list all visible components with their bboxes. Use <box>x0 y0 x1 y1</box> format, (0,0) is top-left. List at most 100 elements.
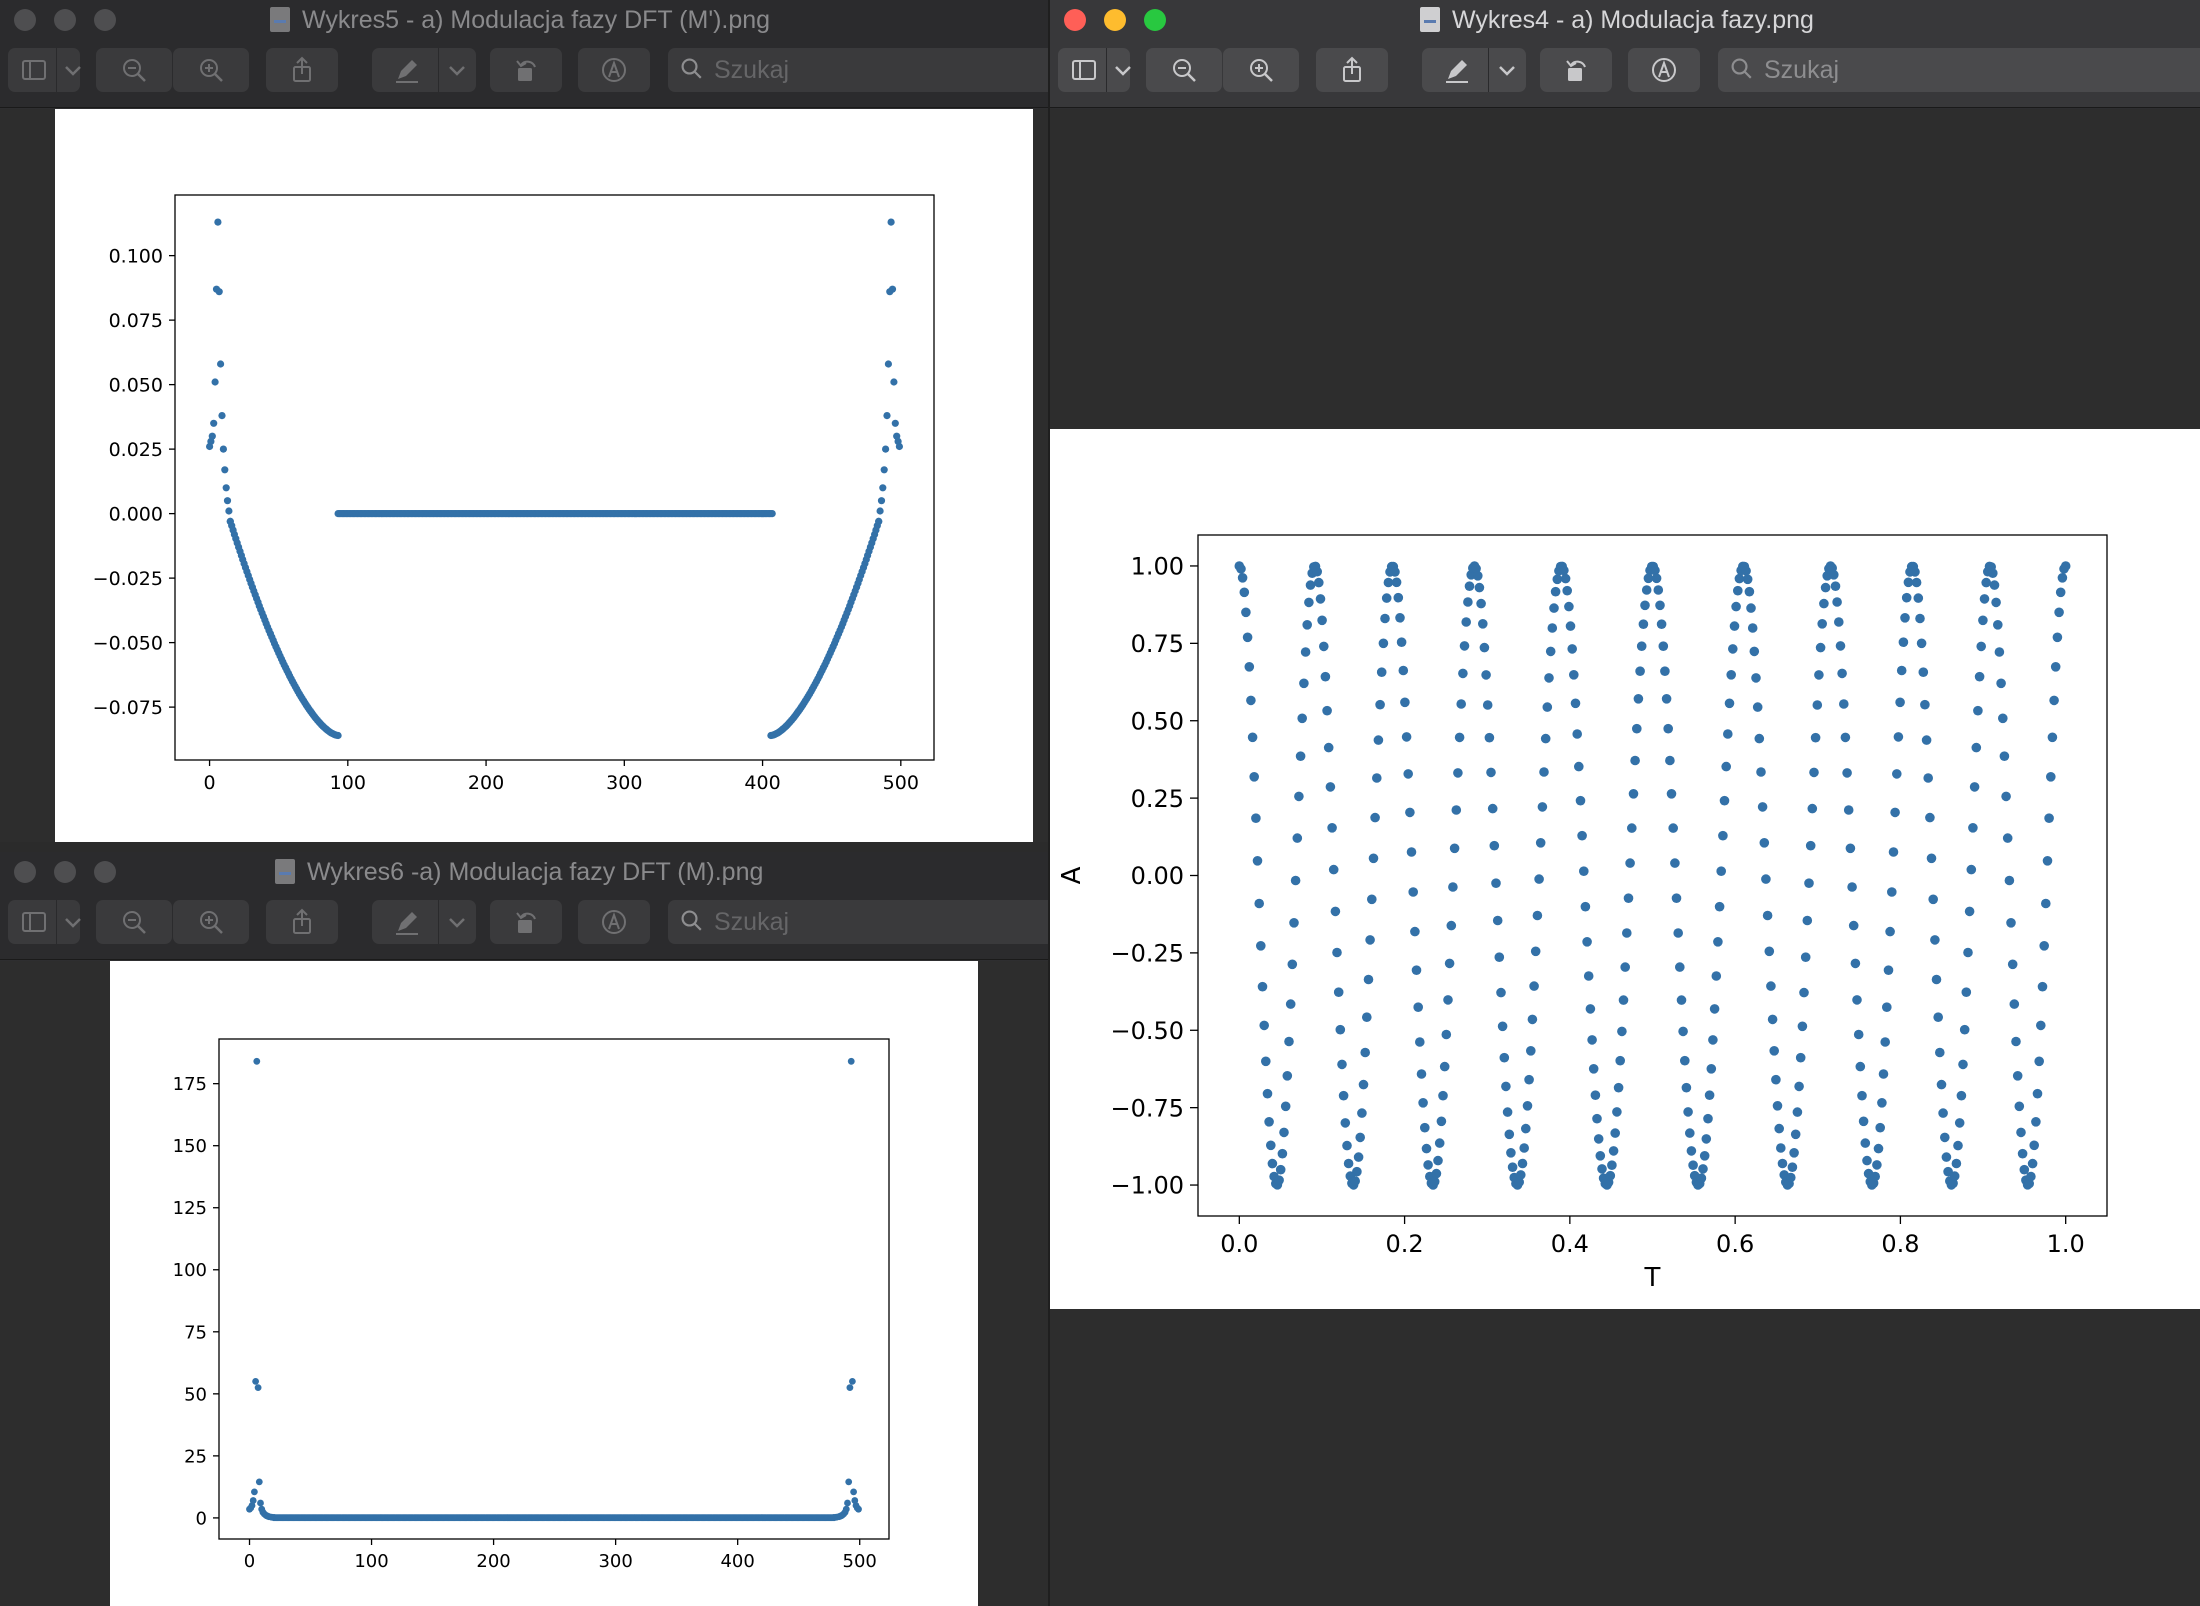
data-point <box>1305 580 1316 590</box>
data-point <box>1381 593 1392 603</box>
annotate-button[interactable] <box>578 900 650 944</box>
data-point <box>768 510 776 518</box>
preview-window-wykres4[interactable]: Wykres4 - a) Modulacja fazy.png 0.00.20.… <box>1048 0 2200 1606</box>
data-point <box>1502 1107 1513 1117</box>
data-point <box>1577 830 1587 841</box>
data-point <box>1799 987 1809 998</box>
data-point <box>887 218 895 226</box>
close-button[interactable] <box>1064 9 1086 31</box>
data-point <box>1670 858 1680 868</box>
sidebar-toggle-button[interactable] <box>8 900 81 944</box>
minimize-button[interactable] <box>54 9 76 31</box>
data-point <box>2012 1071 2023 1081</box>
search-field[interactable] <box>1718 48 2200 92</box>
data-point <box>1358 1079 1369 1090</box>
preview-window-wykres5[interactable]: Wykres5 - a) Modulacja fazy DFT (M').png… <box>0 0 1048 842</box>
share-button[interactable] <box>266 48 338 92</box>
search-input[interactable] <box>714 48 1048 92</box>
axes-frame <box>174 194 935 761</box>
data-point <box>1671 893 1682 903</box>
data-point <box>251 1488 258 1496</box>
sidebar-toggle-button[interactable] <box>8 48 81 92</box>
data-point <box>1489 840 1500 851</box>
annotate-icon <box>602 58 626 82</box>
y-tick-label: 100 <box>173 1260 207 1281</box>
data-point <box>1444 958 1455 969</box>
zoom-out-button[interactable] <box>96 900 172 944</box>
data-point <box>1395 613 1405 623</box>
sidebar-toggle-button[interactable] <box>1058 48 1131 92</box>
zoom-out-button[interactable] <box>96 48 172 92</box>
data-point <box>208 432 216 440</box>
markup-pen-icon <box>396 912 418 935</box>
search-field[interactable] <box>668 48 1048 92</box>
zoom-in-button[interactable] <box>1223 48 1299 92</box>
data-point <box>1476 598 1486 609</box>
data-point <box>1330 906 1341 917</box>
zoom-in-button[interactable] <box>173 48 249 92</box>
data-point <box>2037 981 2048 992</box>
data-point <box>1840 732 1851 743</box>
data-point <box>1292 833 1303 843</box>
data-point <box>1251 813 1261 823</box>
preview-window-wykres6[interactable]: Wykres6 -a) Modulacja fazy DFT (M).png 0… <box>0 852 1048 1606</box>
close-button[interactable] <box>14 861 36 883</box>
data-point <box>1731 601 1741 612</box>
zoom-button[interactable] <box>1144 9 1166 31</box>
minimize-button[interactable] <box>54 861 76 883</box>
data-point <box>2046 772 2056 782</box>
rotate-button[interactable] <box>490 48 562 92</box>
data-point <box>1898 637 1909 647</box>
minimize-button[interactable] <box>1104 9 1126 31</box>
search-field[interactable] <box>668 900 1048 944</box>
title-bar[interactable]: Wykres6 -a) Modulacja fazy DFT (M).png <box>0 852 1048 892</box>
data-point <box>2029 1140 2039 1151</box>
data-point <box>1610 1128 1620 1138</box>
data-point <box>1832 597 1842 607</box>
data-point <box>1552 574 1563 585</box>
image-canvas: 0.0 0.2 0.4 0.6 0.8 1.0 −1.00 −0.75 −0.50 −0.25 0.… <box>1050 429 2200 1309</box>
data-point <box>1461 617 1471 627</box>
data-point <box>1951 1158 1962 1169</box>
data-point <box>1862 1155 1872 1166</box>
data-point <box>1814 670 1824 680</box>
rotate-button[interactable] <box>1540 48 1612 92</box>
data-point <box>1352 1166 1362 1177</box>
data-point <box>1355 1132 1365 1143</box>
data-point <box>1280 1101 1291 1112</box>
data-point <box>1526 1046 1536 1056</box>
markup-button[interactable] <box>372 48 476 92</box>
data-point <box>1575 795 1586 806</box>
data-point <box>1900 613 1910 623</box>
data-point <box>1870 1171 1880 1182</box>
annotate-button[interactable] <box>578 48 650 92</box>
x-tick-label: 500 <box>843 1551 877 1572</box>
title-bar[interactable]: Wykres4 - a) Modulacja fazy.png <box>1050 0 2200 40</box>
y-tick-label: 0.050 <box>109 374 163 396</box>
zoom-button[interactable] <box>94 9 116 31</box>
search-input[interactable] <box>714 900 1048 944</box>
rotate-button[interactable] <box>490 900 562 944</box>
data-point <box>1800 952 1811 962</box>
data-point <box>1471 563 1481 574</box>
data-point <box>1925 812 1935 823</box>
chevron-down-icon <box>449 66 465 76</box>
y-tick-label: 0.50 <box>1131 707 1184 735</box>
data-point <box>1683 1107 1693 1117</box>
y-tick-label: −0.25 <box>1110 940 1184 968</box>
data-point <box>1522 1101 1533 1111</box>
markup-button[interactable] <box>372 900 476 944</box>
data-point <box>211 378 219 386</box>
zoom-button[interactable] <box>94 861 116 883</box>
share-button[interactable] <box>266 900 338 944</box>
title-bar[interactable]: Wykres5 - a) Modulacja fazy DFT (M').png <box>0 0 1048 40</box>
data-point <box>1887 887 1897 897</box>
zoom-in-button[interactable] <box>173 900 249 944</box>
search-input[interactable] <box>1764 48 2182 92</box>
share-button[interactable] <box>1316 48 1388 92</box>
data-point <box>1885 926 1895 937</box>
close-button[interactable] <box>14 9 36 31</box>
markup-button[interactable] <box>1422 48 1526 92</box>
zoom-out-button[interactable] <box>1146 48 1222 92</box>
annotate-button[interactable] <box>1628 48 1700 92</box>
